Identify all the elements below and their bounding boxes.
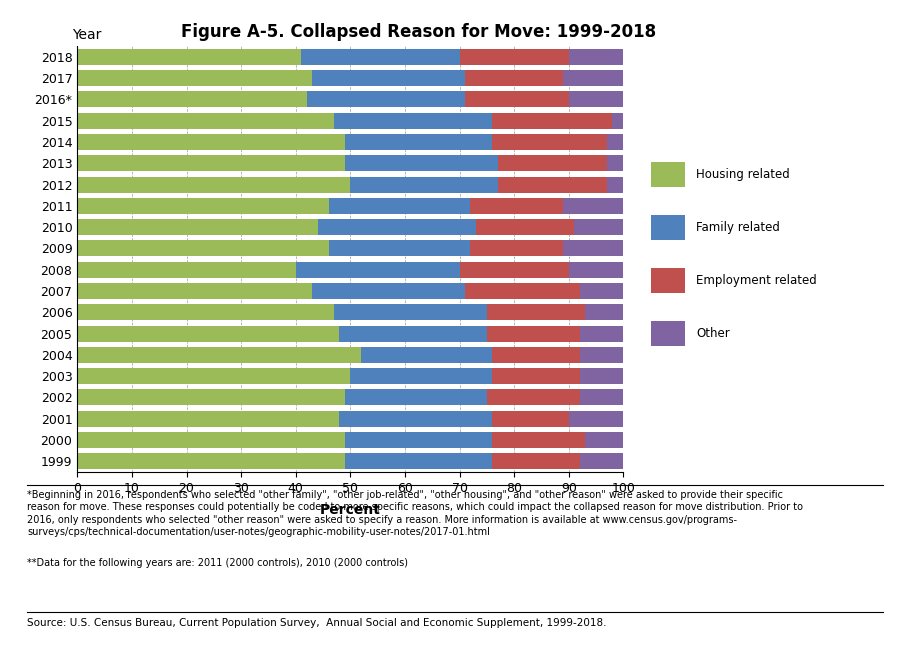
Bar xyxy=(569,262,623,278)
Bar xyxy=(460,262,569,278)
Bar xyxy=(318,219,476,235)
Bar xyxy=(301,49,460,65)
Bar xyxy=(465,92,569,108)
Bar xyxy=(77,432,345,448)
Bar xyxy=(77,389,345,405)
Bar xyxy=(498,177,607,193)
Bar xyxy=(312,283,465,299)
Text: Source: U.S. Census Bureau, Current Population Survey,  Annual Social and Econom: Source: U.S. Census Bureau, Current Popu… xyxy=(27,618,607,628)
Bar xyxy=(498,155,607,171)
Bar xyxy=(465,283,580,299)
Bar xyxy=(492,411,569,426)
Bar xyxy=(470,198,563,214)
Bar xyxy=(487,389,580,405)
Bar xyxy=(580,325,623,341)
Bar xyxy=(312,70,465,86)
Bar xyxy=(77,368,350,384)
Bar xyxy=(77,262,296,278)
Bar xyxy=(77,198,329,214)
Bar xyxy=(77,113,334,129)
Bar xyxy=(350,177,498,193)
Bar xyxy=(470,240,563,256)
Bar xyxy=(607,177,623,193)
Bar xyxy=(296,262,460,278)
Bar xyxy=(465,70,563,86)
Bar xyxy=(77,347,361,363)
Bar xyxy=(345,453,492,469)
Bar xyxy=(492,113,612,129)
Bar xyxy=(569,49,623,65)
Bar xyxy=(569,411,623,426)
Bar xyxy=(77,70,312,86)
Bar xyxy=(345,134,492,150)
Bar xyxy=(574,219,623,235)
Text: *Beginning in 2016, respondents who selected "other family", "other job-related": *Beginning in 2016, respondents who sele… xyxy=(27,490,804,537)
Text: Employment related: Employment related xyxy=(696,274,817,287)
Bar xyxy=(607,155,623,171)
Bar xyxy=(612,113,623,129)
Bar xyxy=(77,134,345,150)
Bar xyxy=(329,240,470,256)
Bar xyxy=(329,198,470,214)
Bar xyxy=(345,432,492,448)
Bar xyxy=(77,453,345,469)
Bar xyxy=(334,304,487,320)
Bar xyxy=(77,325,339,341)
Bar xyxy=(492,347,580,363)
Bar xyxy=(339,325,487,341)
Bar xyxy=(492,134,607,150)
Bar xyxy=(77,177,350,193)
Bar xyxy=(487,304,585,320)
Bar xyxy=(492,432,585,448)
Bar xyxy=(77,92,307,108)
Bar xyxy=(492,453,580,469)
Bar xyxy=(77,219,318,235)
Bar xyxy=(334,113,492,129)
Bar xyxy=(580,389,623,405)
Bar xyxy=(307,92,465,108)
Bar xyxy=(345,389,487,405)
Bar xyxy=(580,368,623,384)
Bar xyxy=(569,92,623,108)
Bar xyxy=(350,368,492,384)
Text: Other: Other xyxy=(696,327,730,340)
Bar xyxy=(563,70,623,86)
Bar xyxy=(345,155,498,171)
Bar xyxy=(585,432,623,448)
Bar xyxy=(487,325,580,341)
Bar xyxy=(77,240,329,256)
Bar xyxy=(77,283,312,299)
Bar xyxy=(339,411,492,426)
Bar xyxy=(460,49,569,65)
Bar xyxy=(580,453,623,469)
Text: **Data for the following years are: 2011 (2000 controls), 2010 (2000 controls): **Data for the following years are: 2011… xyxy=(27,558,409,568)
Bar xyxy=(580,347,623,363)
Bar xyxy=(361,347,492,363)
Text: Figure A-5. Collapsed Reason for Move: 1999-2018: Figure A-5. Collapsed Reason for Move: 1… xyxy=(181,23,656,41)
Bar xyxy=(77,155,345,171)
Text: Year: Year xyxy=(72,28,101,42)
Bar xyxy=(563,198,623,214)
Bar xyxy=(77,49,301,65)
Bar xyxy=(476,219,574,235)
Bar xyxy=(607,134,623,150)
Text: Housing related: Housing related xyxy=(696,168,790,182)
Bar xyxy=(77,411,339,426)
Bar xyxy=(492,368,580,384)
Text: Family related: Family related xyxy=(696,221,780,234)
Bar xyxy=(585,304,623,320)
X-axis label: Percent: Percent xyxy=(320,503,380,517)
Bar xyxy=(580,283,623,299)
Bar xyxy=(563,240,623,256)
Bar xyxy=(77,304,334,320)
